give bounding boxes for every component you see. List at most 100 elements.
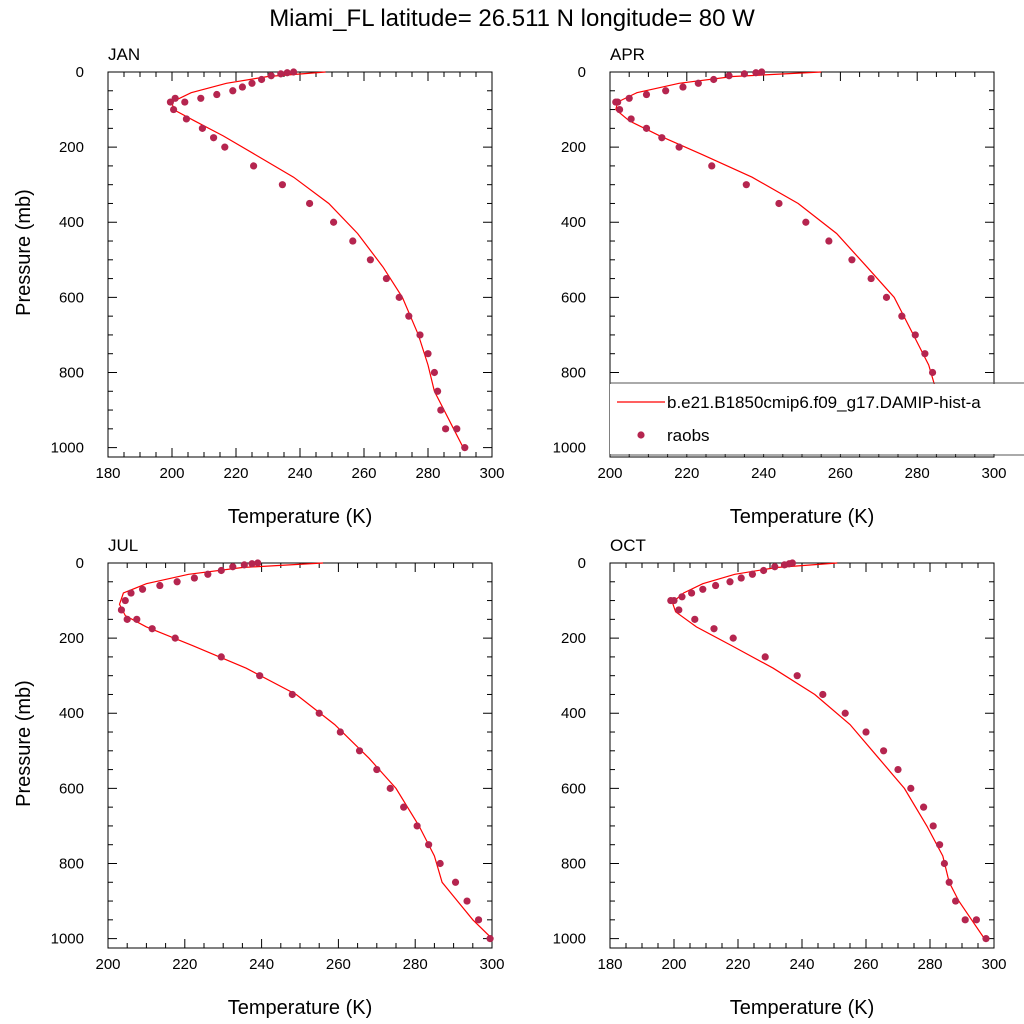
- raobs-point: [173, 578, 181, 586]
- raobs-point: [882, 293, 891, 301]
- raobs-point: [848, 256, 856, 264]
- raobs-point: [148, 625, 156, 633]
- x-tick-label: 200: [661, 956, 686, 973]
- raobs-point: [330, 218, 338, 226]
- x-tick-label: 180: [597, 956, 622, 973]
- y-tick-label: 1000: [553, 440, 586, 457]
- raobs-point: [425, 841, 433, 849]
- x-tick-label: 240: [789, 956, 814, 973]
- raobs-point: [436, 859, 444, 868]
- raobs-point: [166, 98, 174, 106]
- y-tick-label: 0: [76, 64, 84, 81]
- y-tick-label: 800: [561, 855, 586, 872]
- raobs-point: [355, 747, 364, 755]
- model-series-line: [171, 71, 464, 448]
- raobs-point: [437, 406, 445, 414]
- raobs-point: [725, 72, 733, 80]
- raobs-point: [627, 115, 635, 123]
- x-tick-label: 180: [95, 465, 120, 482]
- raobs-point: [819, 690, 827, 699]
- plot-frame: [107, 562, 493, 949]
- x-tick-label: 260: [326, 956, 351, 973]
- raobs-point: [616, 105, 624, 114]
- raobs-point: [121, 596, 129, 605]
- raobs-point: [138, 585, 147, 593]
- raobs-point: [688, 589, 696, 597]
- raobs-point: [373, 765, 381, 774]
- y-tick-label: 400: [561, 214, 586, 231]
- raobs-point: [758, 68, 766, 76]
- raobs-point: [862, 728, 870, 736]
- panel-jan: JAN 180 200 220 240 260 280 300 0 200 400 600 800 100…: [13, 45, 505, 528]
- raobs-point: [213, 90, 221, 99]
- y-tick-label: 400: [59, 705, 84, 722]
- raobs-point: [267, 72, 275, 80]
- raobs-point: [920, 803, 928, 811]
- raobs-point: [133, 615, 141, 623]
- raobs-point: [171, 634, 179, 642]
- x-tick-label: 280: [415, 465, 440, 482]
- raobs-point: [761, 653, 769, 661]
- raobs-point: [181, 98, 189, 106]
- raobs-point: [336, 728, 344, 736]
- y-tick-label: 200: [561, 139, 586, 156]
- panel-title: JUL: [108, 536, 138, 555]
- x-tick-label: 260: [853, 956, 878, 973]
- raobs-point: [907, 784, 915, 792]
- raobs-point: [708, 162, 716, 170]
- raobs-point: [248, 560, 256, 568]
- legend-label-model: b.e21.B1850cmip6.f09_g17.DAMIP-hist-a: [667, 393, 981, 412]
- raobs-point: [699, 585, 707, 593]
- raobs-point: [841, 709, 849, 717]
- y-tick-label: 800: [59, 364, 84, 381]
- raobs-point: [434, 387, 442, 395]
- raobs-point: [678, 593, 686, 601]
- raobs-point: [658, 134, 666, 142]
- raobs-point: [248, 79, 256, 87]
- raobs-point: [413, 822, 421, 830]
- raobs-point: [737, 574, 745, 582]
- raobs-point: [771, 563, 779, 571]
- y-tick-label: 600: [59, 289, 84, 306]
- raobs-point: [170, 105, 178, 114]
- raobs-point: [221, 143, 229, 151]
- raobs-point: [928, 368, 937, 377]
- legend-marker-swatch: [637, 431, 645, 439]
- raobs-point: [127, 589, 135, 597]
- raobs-point: [675, 143, 683, 151]
- legend-label-raobs: raobs: [667, 426, 710, 445]
- raobs-point: [306, 199, 314, 208]
- panel-title: OCT: [610, 536, 646, 555]
- panel-jul: JUL 200 220 240 260 280 300 0 200 400 600 800 1000 Te…: [13, 536, 505, 1019]
- raobs-point: [395, 293, 403, 301]
- raobs-point: [123, 615, 131, 623]
- raobs-point: [198, 124, 206, 132]
- panel-title: JAN: [108, 45, 140, 64]
- y-tick-label: 800: [59, 855, 84, 872]
- x-axis-label: Temperature (K): [730, 506, 875, 528]
- raobs-point: [793, 672, 801, 680]
- x-tick-label: 240: [287, 465, 312, 482]
- raobs-point: [612, 98, 620, 106]
- raobs-point: [972, 916, 981, 924]
- x-tick-label: 260: [828, 465, 853, 482]
- plot-frame: [107, 71, 493, 458]
- x-tick-label: 280: [905, 465, 930, 482]
- raobs-point: [210, 134, 218, 142]
- raobs-point: [453, 425, 461, 433]
- raobs-point: [461, 444, 469, 452]
- raobs-point: [726, 578, 734, 586]
- raobs-point: [742, 181, 750, 189]
- x-tick-label: 300: [981, 465, 1006, 482]
- raobs-point: [240, 561, 248, 569]
- raobs-point: [961, 916, 969, 924]
- raobs-point: [780, 561, 789, 569]
- y-tick-label: 600: [59, 780, 84, 797]
- raobs-point: [880, 747, 888, 755]
- x-tick-label: 260: [351, 465, 376, 482]
- raobs-point: [760, 566, 768, 575]
- panel-title: APR: [610, 45, 645, 64]
- x-tick-label: 200: [597, 465, 622, 482]
- raobs-point: [929, 822, 937, 830]
- raobs-point: [451, 878, 460, 886]
